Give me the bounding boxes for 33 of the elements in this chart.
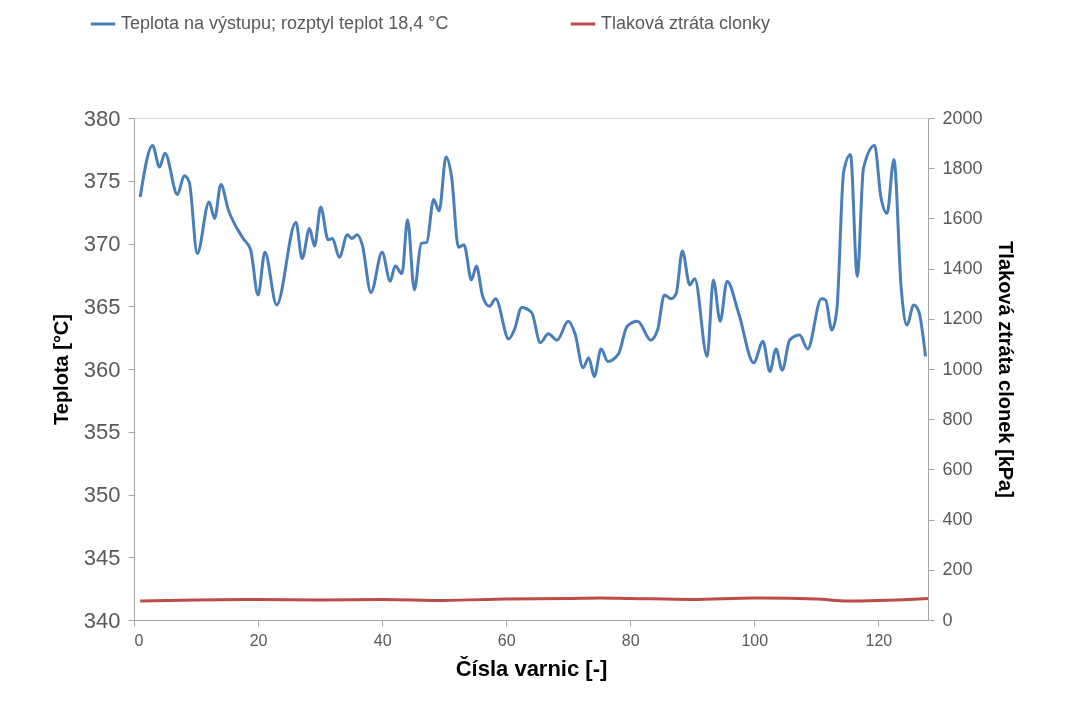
x-tick-label: 20: [249, 631, 268, 649]
y-tick-label: 370: [83, 231, 121, 256]
y2-tick-label: 1200: [942, 308, 983, 329]
y2-tick-label: 800: [942, 408, 973, 429]
y-tick-label: 345: [83, 544, 121, 570]
y2-tick-label: 0: [942, 609, 953, 630]
y2-tick-label: 400: [942, 509, 973, 530]
legend-label: Tlaková ztráta clonky: [601, 13, 771, 33]
y-tick-label: 355: [83, 419, 121, 445]
y-tick-label: 380: [83, 105, 121, 131]
y2-tick-label: 200: [942, 559, 973, 580]
x-axis-title: Čísla varnic [-]: [455, 655, 608, 681]
y2-tick-label: 1400: [942, 258, 983, 279]
y-tick-label: 340: [83, 607, 121, 633]
x-tick-label: 40: [373, 631, 392, 649]
y-tick-label: 375: [83, 168, 121, 194]
x-tick-label: 0: [134, 631, 144, 649]
legend-label: Teplota na výstupu; rozptyl teplot 18,4 °C: [121, 13, 449, 33]
y2-tick-label: 1800: [942, 157, 983, 178]
y-tick-label: 350: [83, 482, 121, 507]
x-tick-label: 120: [865, 631, 893, 649]
y-axis-title: Teplota [°C]: [49, 314, 72, 425]
y2-tick-label: 1000: [942, 358, 983, 379]
line-series: [138, 144, 928, 379]
y-tick-label: 360: [83, 356, 121, 382]
y2-tick-label: 600: [942, 458, 973, 479]
x-tick-label: 60: [497, 631, 516, 649]
y-tick-label: 365: [83, 293, 121, 319]
y2-tick-label: 2000: [942, 107, 983, 128]
y2-axis-title: Tlaková ztráta clonek [kPa]: [994, 241, 1017, 498]
y2-tick-label: 1600: [942, 207, 983, 228]
x-tick-label: 80: [621, 631, 640, 649]
x-tick-label: 100: [741, 631, 769, 649]
